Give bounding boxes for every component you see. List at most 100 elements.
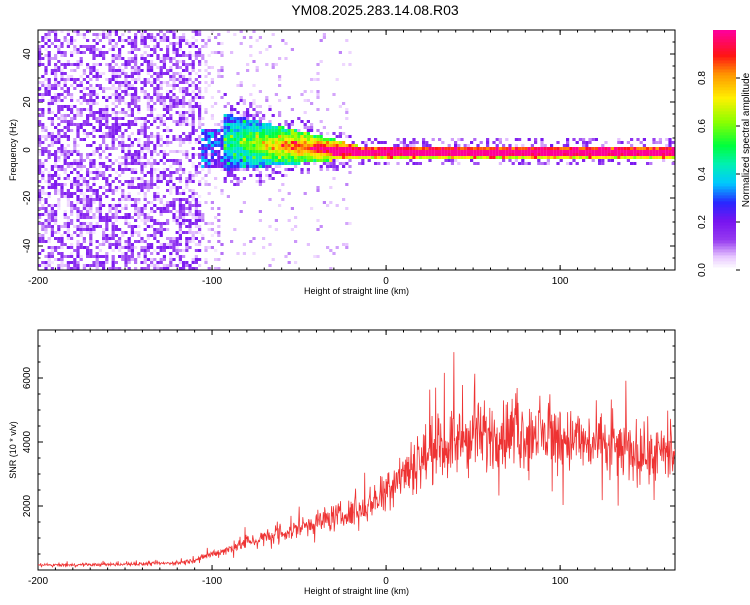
- spectrogram-cell: [50, 117, 54, 120]
- spectrogram-cell: [207, 141, 211, 144]
- spectrogram-cell: [322, 141, 326, 144]
- spectrogram-cell: [316, 186, 320, 189]
- spectrogram-cell: [153, 162, 157, 165]
- spectrogram-cell: [617, 156, 621, 159]
- spectrogram-cell: [294, 135, 298, 138]
- spectrogram-cell: [156, 141, 160, 144]
- spectrogram-cell: [66, 189, 70, 192]
- spectrogram-cell: [438, 153, 442, 156]
- spectrogram-cell: [492, 141, 496, 144]
- spectrogram-cell: [57, 135, 61, 138]
- spectrogram-cell: [185, 66, 189, 69]
- spectrogram-cell: [57, 129, 61, 132]
- spectrogram-cell: [50, 42, 54, 45]
- spectrogram-cell: [150, 156, 154, 159]
- spectrogram-cell: [204, 261, 208, 264]
- spectrogram-cell: [182, 219, 186, 222]
- spectrogram-cell: [111, 135, 115, 138]
- spectrogram-cell: [668, 147, 672, 150]
- spectrogram-cell: [70, 39, 74, 42]
- spectrogram-cell: [434, 150, 438, 153]
- spectrogram-cell: [159, 138, 163, 141]
- spectrogram-cell: [82, 204, 86, 207]
- spectrogram-cell: [194, 72, 198, 75]
- spectrogram-cell: [639, 141, 643, 144]
- spectrogram-cell: [454, 150, 458, 153]
- spectrogram-cell: [63, 153, 67, 156]
- spectrogram-cell: [620, 150, 624, 153]
- spectrogram-cell: [159, 99, 163, 102]
- spectrogram-cell: [204, 108, 208, 111]
- spectrogram-cell: [153, 168, 157, 171]
- spectrogram-cell: [217, 141, 221, 144]
- spectrogram-cell: [185, 261, 189, 264]
- spectrogram-cell: [60, 258, 64, 261]
- spectrogram-cell: [169, 246, 173, 249]
- spectrogram-cell: [230, 240, 234, 243]
- spectrogram-cell: [258, 219, 262, 222]
- spectrogram-cell: [201, 213, 205, 216]
- spectrogram-cell: [252, 102, 256, 105]
- spectrogram-cell: [86, 186, 90, 189]
- colorbar-segment: [713, 120, 736, 124]
- spectrogram-cell: [162, 246, 166, 249]
- spectrogram-cell: [319, 150, 323, 153]
- spectrogram-cell: [239, 138, 243, 141]
- spectrogram-cell: [482, 147, 486, 150]
- spectrogram-cell: [172, 138, 176, 141]
- spectrogram-cell: [310, 138, 314, 141]
- spectrogram-cell: [546, 159, 550, 162]
- spectrogram-cell: [201, 150, 205, 153]
- spectrogram-cell: [54, 189, 58, 192]
- spectrogram-cell: [316, 153, 320, 156]
- spectrogram-cell: [73, 177, 77, 180]
- spectrogram-cell: [233, 174, 237, 177]
- spectrogram-cell: [447, 150, 451, 153]
- spectrogram-cell: [121, 258, 125, 261]
- spectrogram-cell: [521, 153, 525, 156]
- spectrogram-cell: [60, 144, 64, 147]
- spectrogram-cell: [326, 141, 330, 144]
- spectrogram-cell: [50, 168, 54, 171]
- colorbar-segment: [713, 84, 736, 88]
- spectrogram-cell: [63, 231, 67, 234]
- spectrogram-cell: [102, 90, 106, 93]
- spectrogram-cell: [98, 123, 102, 126]
- spectrogram-cell: [178, 81, 182, 84]
- spectrogram-cell: [300, 156, 304, 159]
- spectrogram-cell: [118, 72, 122, 75]
- spectrogram-cell: [274, 159, 278, 162]
- spectrogram-cell: [207, 240, 211, 243]
- spectrogram-cell: [223, 156, 227, 159]
- spectrogram-cell: [278, 144, 282, 147]
- spectrogram-cell: [447, 147, 451, 150]
- spectrogram-cell: [159, 159, 163, 162]
- spectrogram-cell: [63, 132, 67, 135]
- spectrogram-cell: [207, 72, 211, 75]
- spectrogram-cell: [287, 168, 291, 171]
- spectrogram-cell: [175, 222, 179, 225]
- spectrogram-ytick-label: 40: [22, 48, 33, 60]
- spectrogram-cell: [271, 138, 275, 141]
- spectrogram-cell: [210, 159, 214, 162]
- spectrogram-cell: [610, 150, 614, 153]
- spectrogram-cell: [422, 153, 426, 156]
- spectrogram-cell: [111, 198, 115, 201]
- spectrogram-cell: [169, 30, 173, 33]
- spectrogram-cell: [130, 123, 134, 126]
- spectrogram-cell: [601, 156, 605, 159]
- spectrogram-cell: [44, 147, 48, 150]
- spectrogram-cell: [89, 96, 93, 99]
- spectrogram-cell: [140, 39, 144, 42]
- spectrogram-cell: [146, 36, 150, 39]
- spectrogram-cell: [137, 30, 141, 33]
- colorbar-segment: [713, 51, 736, 55]
- spectrogram-cell: [105, 195, 109, 198]
- spectrogram-cell: [665, 153, 669, 156]
- spectrogram-cell: [306, 243, 310, 246]
- spectrogram-cell: [540, 162, 544, 165]
- spectrogram-cell: [140, 162, 144, 165]
- spectrogram-cell: [54, 36, 58, 39]
- spectrogram-cell: [134, 99, 138, 102]
- spectrogram-cell: [54, 96, 58, 99]
